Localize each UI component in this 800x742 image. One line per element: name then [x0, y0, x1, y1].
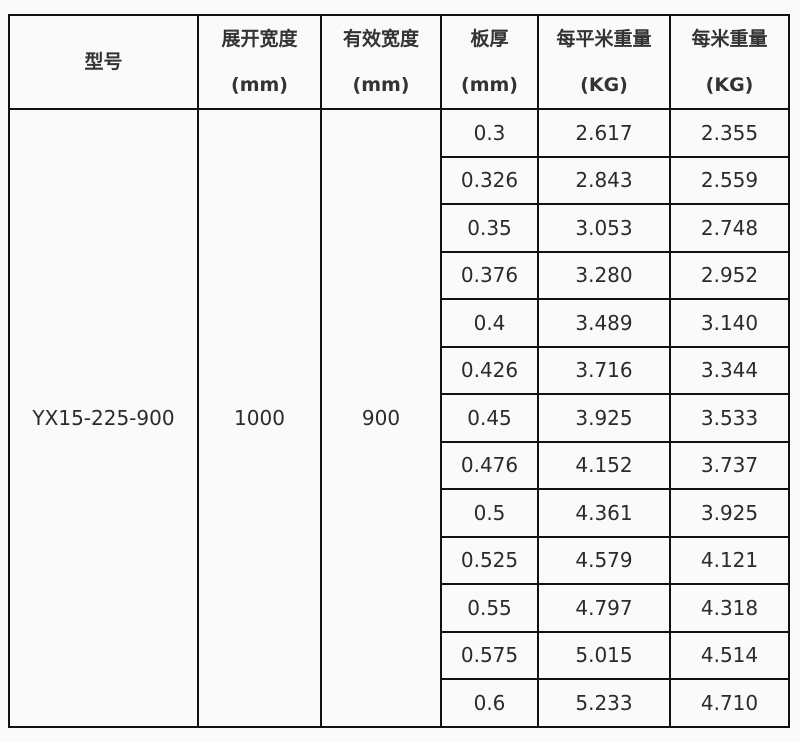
header-text: 板厚	[470, 28, 509, 50]
weight-per-m-cell: 3.140	[669, 298, 790, 348]
table-row: 0.55 4.797 4.318	[9, 583, 790, 633]
weight-per-m-cell: 2.748	[669, 203, 790, 253]
weight-per-sqm-cell: 5.015	[537, 630, 671, 680]
header-unit: (KG)	[580, 74, 628, 96]
header-text: 每平米重量	[556, 28, 652, 50]
header-weight-per-m: 每米重量 (KG)	[669, 14, 790, 110]
header-effective-width: 有效宽度 (mm)	[320, 14, 442, 110]
weight-per-sqm-cell: 3.716	[537, 345, 671, 395]
weight-per-m-cell: 4.710	[669, 678, 790, 728]
table-row: 0.376 3.280 2.952	[9, 250, 790, 300]
table-row: 0.525 4.579 4.121	[9, 535, 790, 585]
header-text: 型号	[84, 51, 123, 73]
thickness-cell: 0.4	[440, 298, 539, 348]
header-unit: (mm)	[352, 74, 410, 96]
weight-per-sqm-cell: 2.843	[537, 155, 671, 205]
weight-per-m-cell: 3.533	[669, 393, 790, 443]
header-unfolded-width: 展开宽度 (mm)	[197, 14, 322, 110]
weight-per-sqm-cell: 3.280	[537, 250, 671, 300]
table-row: 0.326 2.843 2.559	[9, 155, 790, 205]
thickness-cell: 0.575	[440, 630, 539, 680]
table-row: YX15-225-900 1000 900 0.3 2.617 2.355	[8, 108, 790, 728]
thickness-cell: 0.3	[440, 108, 539, 158]
header-row: 型号 展开宽度 (mm) 有效宽度 (mm) 板厚 (mm) 每平米重量 (KG) 每米…	[8, 14, 790, 110]
table-row: 0.35 3.053 2.748	[9, 203, 790, 253]
weight-per-m-cell: 2.559	[669, 155, 790, 205]
weight-per-m-cell: 3.737	[669, 440, 790, 490]
header-unit: (KG)	[705, 74, 754, 96]
weight-per-sqm-cell: 4.579	[537, 535, 671, 585]
table-row: 0.575 5.015 4.514	[9, 630, 790, 680]
header-text: 每米重量	[691, 28, 768, 50]
thickness-cell: 0.376	[440, 250, 539, 300]
table-row: 0.6 5.233 4.710	[9, 678, 790, 728]
table-row: 0.476 4.152 3.737	[9, 440, 790, 490]
thickness-cell: 0.426	[440, 345, 539, 395]
header-thickness: 板厚 (mm)	[440, 14, 539, 110]
weight-per-m-cell: 4.514	[669, 630, 790, 680]
unfolded-width-cell: 1000	[197, 108, 322, 728]
thickness-cell: 0.6	[440, 678, 539, 728]
weight-per-m-cell: 4.121	[669, 535, 790, 585]
weight-per-sqm-cell: 3.053	[537, 203, 671, 253]
weight-per-sqm-cell: 2.617	[537, 108, 671, 158]
header-model: 型号	[8, 14, 199, 110]
table-row: 0.5 4.361 3.925	[9, 488, 790, 538]
header-weight-per-sqm: 每平米重量 (KG)	[537, 14, 671, 110]
thickness-cell: 0.5	[440, 488, 539, 538]
header-unit: (mm)	[231, 74, 288, 96]
thickness-cell: 0.35	[440, 203, 539, 253]
weight-per-sqm-cell: 4.797	[537, 583, 671, 633]
thickness-cell: 0.55	[440, 583, 539, 633]
weight-per-m-cell: 2.355	[669, 108, 790, 158]
table-row: 0.4 3.489 3.140	[9, 298, 790, 348]
weight-per-sqm-cell: 4.152	[537, 440, 671, 490]
weight-per-m-cell: 2.952	[669, 250, 790, 300]
thickness-cell: 0.45	[440, 393, 539, 443]
weight-per-sqm-cell: 3.925	[537, 393, 671, 443]
thickness-cell: 0.476	[440, 440, 539, 490]
weight-per-sqm-cell: 5.233	[537, 678, 671, 728]
table-row: 0.426 3.716 3.344	[9, 345, 790, 395]
header-unit: (mm)	[461, 74, 518, 96]
model-cell: YX15-225-900	[8, 108, 199, 728]
header-text: 有效宽度	[342, 28, 419, 50]
table-row: 0.45 3.925 3.533	[9, 393, 790, 443]
weight-per-m-cell: 4.318	[669, 583, 790, 633]
weight-per-sqm-cell: 3.489	[537, 298, 671, 348]
effective-width-cell: 900	[320, 108, 442, 728]
weight-per-sqm-cell: 4.361	[537, 488, 671, 538]
weight-per-m-cell: 3.344	[669, 345, 790, 395]
spec-table: 型号 展开宽度 (mm) 有效宽度 (mm) 板厚 (mm) 每平米重量 (KG) 每米…	[8, 14, 790, 728]
thickness-cell: 0.326	[440, 155, 539, 205]
header-text: 展开宽度	[221, 28, 298, 50]
thickness-cell: 0.525	[440, 535, 539, 585]
weight-per-m-cell: 3.925	[669, 488, 790, 538]
